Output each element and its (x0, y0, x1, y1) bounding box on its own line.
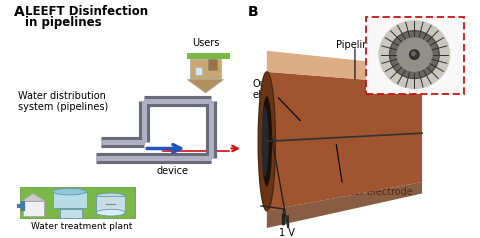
Polygon shape (267, 72, 422, 211)
Polygon shape (267, 182, 422, 228)
Ellipse shape (396, 37, 432, 72)
Polygon shape (22, 193, 46, 201)
Polygon shape (190, 60, 221, 79)
Text: LEEFT Disinfection: LEEFT Disinfection (25, 5, 148, 18)
Ellipse shape (258, 72, 276, 211)
FancyBboxPatch shape (366, 17, 464, 94)
Text: B: B (248, 5, 258, 19)
Text: Outer
electrode: Outer electrode (252, 79, 298, 100)
Ellipse shape (53, 188, 86, 195)
Polygon shape (267, 51, 422, 84)
Text: system (pipelines): system (pipelines) (18, 102, 108, 112)
Polygon shape (24, 201, 44, 216)
Text: Center electrode: Center electrode (331, 187, 413, 197)
Polygon shape (187, 79, 224, 93)
Text: Users: Users (192, 38, 219, 48)
Ellipse shape (261, 107, 269, 176)
Text: device: device (157, 166, 189, 176)
Ellipse shape (378, 20, 450, 89)
Polygon shape (20, 187, 134, 218)
Polygon shape (96, 196, 125, 213)
Text: A: A (14, 5, 24, 19)
Text: 1 V: 1 V (279, 228, 295, 238)
Ellipse shape (96, 209, 125, 216)
Polygon shape (60, 209, 82, 218)
Ellipse shape (96, 193, 125, 200)
Text: LEEFT: LEEFT (158, 155, 188, 165)
Polygon shape (208, 60, 217, 70)
Ellipse shape (411, 51, 416, 56)
Polygon shape (187, 53, 230, 60)
Ellipse shape (409, 50, 419, 60)
Ellipse shape (262, 96, 272, 186)
Ellipse shape (389, 31, 439, 79)
Text: Pipeline: Pipeline (336, 40, 374, 50)
Text: Water distribution: Water distribution (18, 91, 106, 101)
Text: in pipelines: in pipelines (25, 16, 102, 29)
Text: Water treatment plant: Water treatment plant (31, 222, 132, 231)
Polygon shape (53, 192, 87, 208)
Polygon shape (195, 67, 202, 75)
